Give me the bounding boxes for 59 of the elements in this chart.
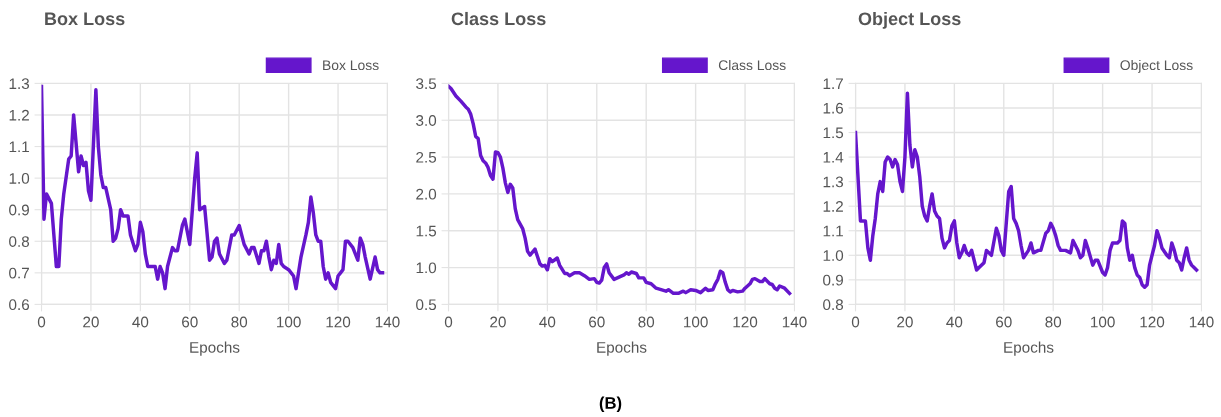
y-tick-label: 0.6 bbox=[9, 299, 30, 311]
x-tick-label: 60 bbox=[182, 316, 198, 328]
y-tick-label: 1.0 bbox=[416, 262, 437, 274]
x-tick-label: 20 bbox=[83, 316, 99, 328]
chart-title: Class Loss bbox=[451, 11, 546, 26]
y-tick-label: 0.8 bbox=[9, 236, 30, 247]
chart-title: Object Loss bbox=[858, 11, 961, 29]
x-tick-label: 100 bbox=[684, 316, 708, 328]
y-tick-label: 0.9 bbox=[9, 204, 29, 216]
y-tick-label: 0.9 bbox=[823, 274, 843, 286]
y-tick-label: 1.7 bbox=[823, 78, 843, 89]
x-tick-label: 0 bbox=[851, 316, 860, 328]
x-tick-label: 80 bbox=[231, 316, 248, 328]
x-tick-label: 120 bbox=[1140, 316, 1165, 328]
y-tick-label: 1.0 bbox=[823, 250, 844, 261]
y-tick-label: 1.3 bbox=[823, 176, 844, 188]
x-tick-label: 140 bbox=[782, 316, 807, 328]
legend-label: Box Loss bbox=[323, 60, 379, 71]
x-tick-label: 20 bbox=[897, 316, 913, 328]
x-tick-label: 100 bbox=[277, 316, 301, 328]
x-tick-label: 120 bbox=[326, 316, 351, 328]
y-tick-label: 1.3 bbox=[9, 78, 30, 90]
y-tick-label: 1.5 bbox=[823, 127, 844, 139]
y-tick-label: 1.2 bbox=[823, 201, 843, 212]
y-tick-label: 3.5 bbox=[416, 78, 437, 90]
x-tick-label: 140 bbox=[1189, 316, 1214, 328]
y-tick-label: 1.5 bbox=[416, 225, 437, 237]
x-tick-label: 100 bbox=[1091, 316, 1115, 328]
y-tick-label: 2.5 bbox=[416, 151, 437, 163]
y-tick-label: 0.7 bbox=[9, 267, 29, 279]
x-axis-title: Epochs bbox=[1004, 341, 1054, 356]
y-tick-label: 1.6 bbox=[823, 102, 844, 114]
x-tick-label: 0 bbox=[444, 316, 453, 328]
x-tick-label: 60 bbox=[589, 316, 605, 328]
y-tick-label: 2.0 bbox=[416, 188, 437, 200]
x-tick-label: 40 bbox=[946, 316, 963, 328]
legend-label: Object Loss bbox=[1120, 59, 1193, 73]
x-tick-label: 0 bbox=[37, 316, 46, 328]
y-tick-label: 0.8 bbox=[823, 299, 844, 311]
y-tick-label: 1.0 bbox=[9, 172, 30, 184]
chart-title: Box Loss bbox=[45, 12, 125, 26]
x-tick-label: 60 bbox=[996, 316, 1012, 328]
x-tick-label: 40 bbox=[539, 316, 556, 328]
x-tick-label: 120 bbox=[733, 316, 758, 328]
y-tick-label: 1.1 bbox=[823, 225, 843, 237]
x-tick-label: 40 bbox=[132, 316, 149, 328]
x-axis-title: Epochs bbox=[597, 341, 647, 356]
y-tick-label: 1.2 bbox=[9, 109, 29, 121]
x-tick-label: 140 bbox=[375, 316, 400, 328]
y-tick-label: 3.0 bbox=[416, 115, 437, 126]
x-tick-label: 80 bbox=[638, 316, 655, 328]
y-tick-label: 0.5 bbox=[416, 299, 437, 311]
legend-label: Class Loss bbox=[718, 59, 786, 71]
x-tick-label: 80 bbox=[1045, 316, 1062, 328]
y-tick-label: 1.4 bbox=[823, 152, 844, 163]
text: (B) bbox=[599, 396, 622, 413]
x-tick-label: 20 bbox=[490, 316, 506, 328]
y-tick-label: 1.1 bbox=[9, 141, 29, 153]
x-axis-title: Epochs bbox=[190, 341, 240, 356]
